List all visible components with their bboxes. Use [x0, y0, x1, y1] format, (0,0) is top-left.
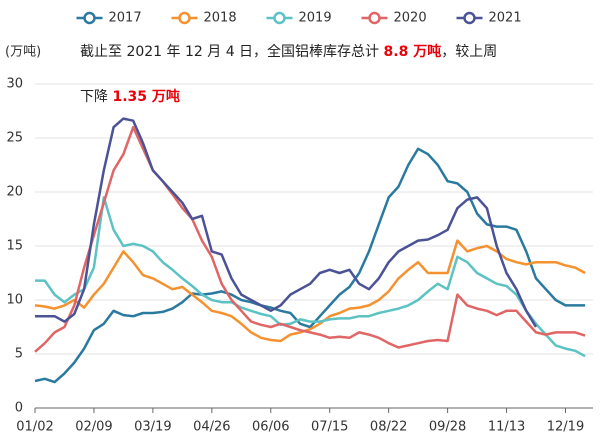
- y-tick-label: 10: [6, 293, 23, 308]
- legend-marker: [273, 11, 286, 25]
- x-tick-label: 07/15: [311, 420, 348, 435]
- x-tick-label: 03/19: [134, 420, 171, 435]
- legend-item: 2020: [361, 11, 427, 26]
- y-tick-label: 20: [6, 185, 23, 200]
- legend-label: 2018: [204, 11, 237, 26]
- y-tick-label: 30: [6, 77, 23, 92]
- series-line: [35, 117, 538, 328]
- x-tick-label: 04/26: [193, 420, 230, 435]
- annotation-text: 下降: [80, 89, 112, 105]
- x-tick-label: 06/06: [252, 420, 289, 435]
- y-tick-label: 25: [6, 131, 23, 146]
- annotation-text: 截止至 2021 年 12 月 4 日，全国铝棒库存总计: [80, 43, 384, 60]
- legend-item: 2019: [266, 11, 332, 26]
- legend-item: 2018: [171, 11, 237, 26]
- legend-label: 2017: [109, 11, 142, 26]
- y-axis-label: (万吨): [5, 45, 41, 60]
- annotation-highlight: 8.8 万吨: [384, 43, 442, 60]
- x-tick-label: 08/22: [370, 420, 407, 435]
- series-line: [34, 239, 586, 343]
- series-line: [34, 147, 586, 384]
- legend-marker: [178, 11, 191, 25]
- y-tick-label: 15: [6, 239, 23, 254]
- legend-label: 2021: [489, 11, 522, 26]
- legend-marker: [463, 11, 476, 25]
- annotation-text: ，较上周: [441, 44, 497, 60]
- annotation-highlight: 1.35 万吨: [112, 88, 179, 105]
- legend-marker: [368, 11, 381, 25]
- legend-marker: [83, 11, 96, 25]
- series-line: [34, 125, 586, 353]
- legend-item: 2017: [76, 11, 142, 26]
- annotation: 截止至 2021 年 12 月 4 日，全国铝棒库存总计 8.8 万吨，较上周: [80, 43, 497, 60]
- x-tick-label: 11/13: [488, 420, 525, 435]
- x-tick-label: 12/19: [547, 420, 584, 435]
- legend-label: 2020: [394, 11, 427, 26]
- x-tick-label: 09/28: [429, 420, 466, 435]
- x-tick-label: 02/09: [75, 420, 112, 435]
- legend-label: 2019: [299, 11, 332, 26]
- legend-item: 2021: [456, 11, 522, 26]
- y-tick-label: 0: [15, 401, 23, 416]
- x-tick-label: 01/02: [16, 420, 53, 435]
- y-tick-label: 5: [15, 347, 23, 362]
- annotation: 下降 1.35 万吨: [80, 88, 180, 105]
- series-line: [35, 196, 586, 358]
